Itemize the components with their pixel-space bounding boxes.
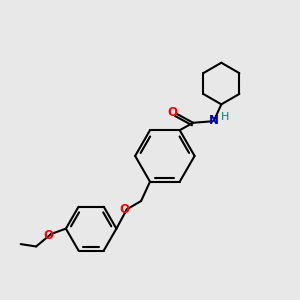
- Text: O: O: [167, 106, 177, 119]
- Text: O: O: [44, 229, 54, 242]
- Text: N: N: [209, 114, 219, 127]
- Text: O: O: [120, 203, 130, 216]
- Text: H: H: [221, 112, 229, 122]
